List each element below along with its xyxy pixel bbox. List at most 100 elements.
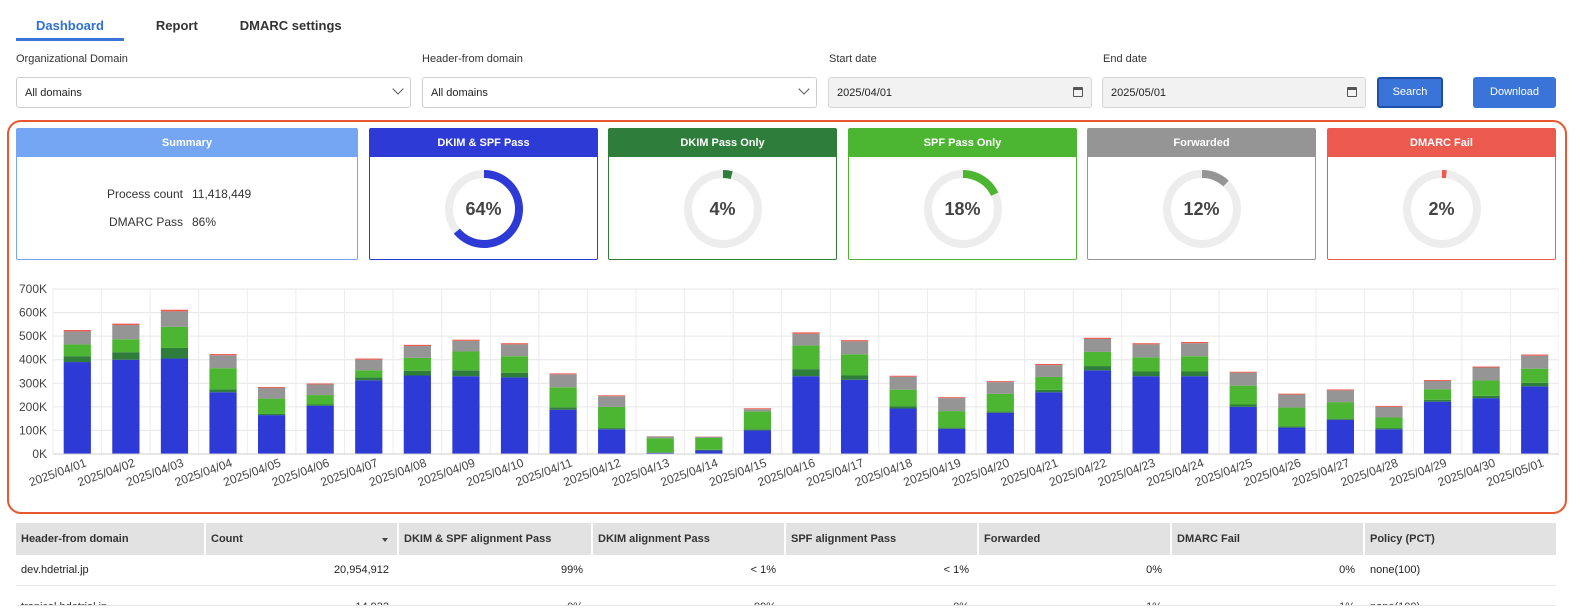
bar-segment — [403, 375, 431, 454]
forwarded-donut: 12% — [1161, 168, 1243, 250]
bar-segment — [549, 373, 577, 375]
bar-segment — [986, 381, 1014, 383]
bar-segment — [452, 351, 480, 371]
y-tick-label: 100K — [19, 423, 47, 437]
bar-segment — [938, 427, 966, 429]
col-count-label: Count — [211, 533, 243, 545]
bar-segment — [258, 415, 286, 454]
bar-segment — [1375, 406, 1403, 418]
bar-segment — [452, 339, 480, 341]
bar-segment — [306, 405, 334, 454]
bar-segment — [1181, 343, 1209, 357]
bar-segment — [355, 359, 383, 371]
bar-segment — [986, 411, 1014, 413]
col-dkim-spf-alignment-pass[interactable]: DKIM & SPF alignment Pass — [399, 523, 593, 555]
bar-segment — [598, 396, 626, 407]
bar-segment — [1229, 385, 1257, 405]
bar-segment — [743, 411, 772, 430]
bar-segment — [1375, 428, 1403, 430]
table-row[interactable]: tropical.hdetrial.jp 14,932 0% 99% 0% 1%… — [16, 586, 1556, 606]
chevron-down-icon — [798, 83, 810, 95]
bar-segment — [598, 428, 626, 430]
cell-dkim: 99% — [593, 586, 786, 605]
col-count[interactable]: Count — [206, 523, 399, 555]
bar-segment — [743, 430, 772, 454]
sort-desc-icon[interactable] — [382, 538, 388, 542]
start-date-label: Start date — [829, 53, 877, 65]
col-forwarded[interactable]: Forwarded — [979, 523, 1172, 555]
bar-segment — [1472, 367, 1500, 381]
bar-segment — [1181, 371, 1209, 377]
spf-pass-only-donut: 18% — [922, 168, 1004, 250]
bar-segment — [695, 450, 723, 454]
bar-segment — [792, 333, 820, 346]
bar-segment — [1278, 407, 1306, 427]
bar-segment — [889, 408, 917, 454]
dmarc-fail-card-title: DMARC Fail — [1328, 129, 1555, 157]
process-count-value: 11,418,449 — [192, 187, 252, 201]
dkim-pass-only-donut: 4% — [682, 168, 764, 250]
cell-count: 14,932 — [206, 586, 399, 605]
bar-segment — [63, 344, 91, 357]
start-date-input[interactable]: 2025/04/01 — [828, 77, 1092, 108]
bar-segment — [938, 411, 966, 428]
bar-segment — [1035, 363, 1063, 366]
bar-segment — [355, 377, 383, 381]
bar-segment — [986, 412, 1014, 454]
process-count-label: Process count — [106, 187, 183, 201]
col-dmarc-fail[interactable]: DMARC Fail — [1172, 523, 1365, 555]
bar-segment — [1472, 380, 1500, 396]
bar-segment — [1035, 389, 1063, 393]
tab-dmarc-settings[interactable]: DMARC settings — [239, 18, 342, 33]
calendar-icon[interactable] — [1073, 87, 1083, 97]
dmarc-pass-value: 86% — [192, 215, 217, 229]
col-dkim-alignment-pass[interactable]: DKIM alignment Pass — [593, 523, 786, 555]
bar-segment — [160, 347, 189, 359]
bar-segment — [355, 380, 383, 454]
cell-spf: 0% — [786, 586, 979, 605]
bar-segment — [1083, 370, 1112, 454]
bar-segment — [792, 332, 820, 334]
bar-segment — [1521, 386, 1549, 454]
y-tick-label: 500K — [19, 329, 47, 343]
cell-dkim: < 1% — [593, 555, 786, 585]
bar-segment — [1326, 389, 1354, 391]
tab-dashboard[interactable]: Dashboard — [16, 8, 124, 41]
bar-segment — [355, 358, 383, 360]
end-date-value: 2025/05/01 — [1111, 87, 1167, 99]
y-tick-label: 400K — [19, 353, 47, 367]
start-date-value: 2025/04/01 — [837, 87, 893, 99]
bar-segment — [598, 406, 626, 429]
org-domain-select[interactable]: All domains — [16, 77, 411, 108]
col-policy-pct[interactable]: Policy (PCT) — [1365, 523, 1556, 555]
table-row[interactable]: dev.hdetrial.jp 20,954,912 99% < 1% < 1%… — [16, 555, 1556, 586]
end-date-input[interactable]: 2025/05/01 — [1102, 77, 1366, 108]
bar-segment — [500, 377, 529, 454]
calendar-icon[interactable] — [1347, 87, 1357, 97]
bar-segment — [549, 374, 577, 388]
bar-segment — [1278, 393, 1306, 395]
bar-segment — [209, 368, 237, 390]
bar-segment — [306, 383, 334, 385]
cell-policy: none(100) — [1365, 555, 1556, 585]
forwarded-percent: 12% — [1183, 199, 1220, 219]
col-header-from-domain[interactable]: Header-from domain — [16, 523, 206, 555]
search-button[interactable]: Search — [1377, 77, 1443, 108]
bar-segment — [160, 309, 189, 312]
header-from-select[interactable]: All domains — [422, 77, 817, 108]
bar-segment — [403, 346, 431, 358]
bar-segment — [1229, 371, 1257, 373]
tab-report[interactable]: Report — [155, 18, 198, 33]
bar-segment — [1521, 382, 1549, 387]
y-tick-label: 0K — [32, 447, 47, 461]
summary-card-title: Summary — [17, 129, 357, 157]
bar-segment — [646, 452, 674, 454]
download-button[interactable]: Download — [1473, 77, 1556, 108]
bar-segment — [258, 387, 286, 388]
bar-segment — [646, 436, 674, 439]
bar-segment — [1375, 405, 1403, 407]
col-spf-alignment-pass[interactable]: SPF alignment Pass — [786, 523, 979, 555]
bar-segment — [938, 428, 966, 454]
bar-segment — [1423, 389, 1452, 400]
bar-segment — [1326, 419, 1354, 454]
